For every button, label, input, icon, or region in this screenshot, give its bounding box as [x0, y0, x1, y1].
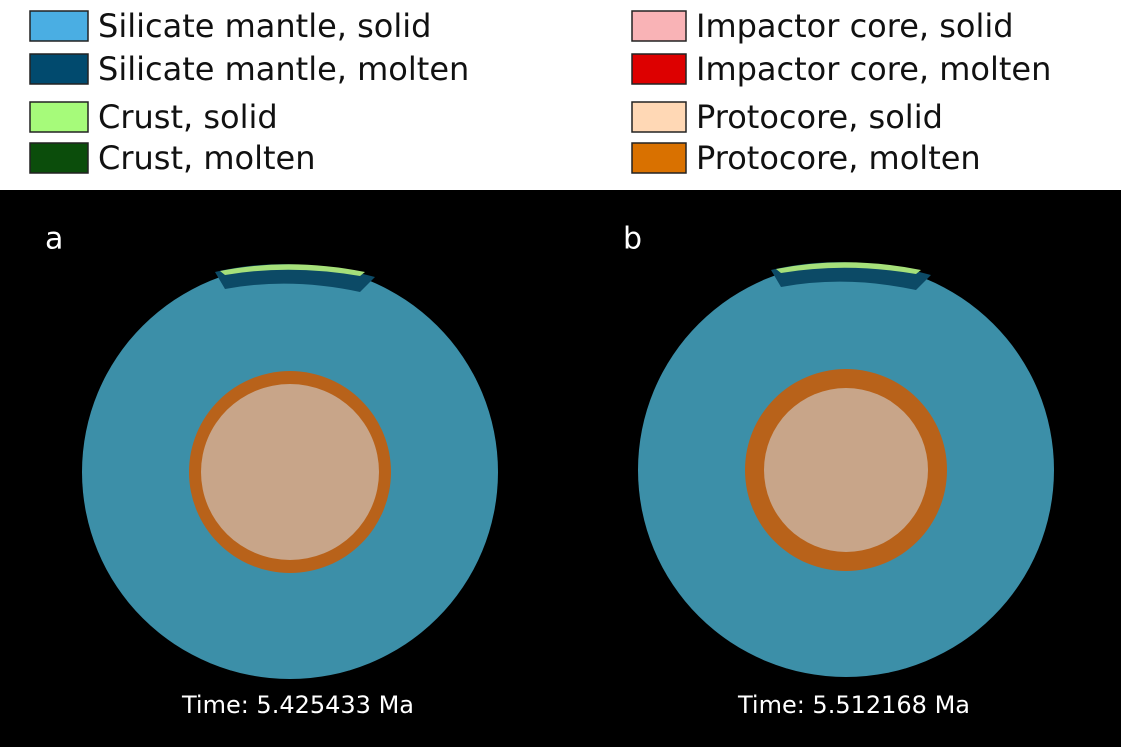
legend-label: Crust, molten [98, 139, 316, 177]
legend-label: Impactor core, solid [696, 7, 1014, 45]
legend-label: Silicate mantle, solid [98, 7, 431, 45]
legend-swatch [632, 11, 686, 41]
legend-swatch [30, 11, 88, 41]
legend-label: Silicate mantle, molten [98, 50, 469, 88]
legend-swatch [30, 54, 88, 84]
legend-swatch [632, 143, 686, 173]
legend-label: Protocore, molten [696, 139, 981, 177]
page: Silicate mantle, solid Silicate mantle, m… [0, 0, 1121, 747]
legend-swatch [30, 102, 88, 132]
panel-label: a [45, 222, 63, 257]
panel-label: b [623, 222, 642, 257]
legend-label: Protocore, solid [696, 98, 943, 136]
legend: Silicate mantle, solid Silicate mantle, m… [30, 7, 1051, 177]
legend-label: Impactor core, molten [696, 50, 1051, 88]
legend-swatch [632, 102, 686, 132]
time-label: Time: 5.512168 Ma [737, 691, 970, 719]
protocore-solid [201, 384, 379, 560]
figure: Silicate mantle, solid Silicate mantle, m… [0, 0, 1121, 747]
legend-swatch [30, 143, 88, 173]
time-label: Time: 5.425433 Ma [181, 691, 414, 719]
legend-swatch [632, 54, 686, 84]
protocore-solid [764, 388, 928, 552]
legend-label: Crust, solid [98, 98, 278, 136]
